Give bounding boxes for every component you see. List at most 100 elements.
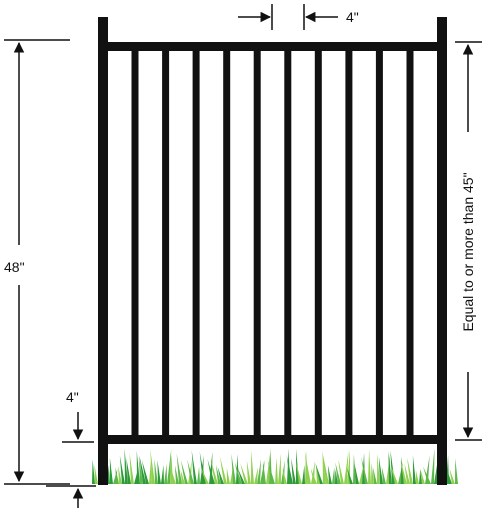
picket xyxy=(223,51,231,435)
left-post xyxy=(98,17,108,485)
ground-clearance-label: 4" xyxy=(66,389,79,405)
grass-blade xyxy=(291,458,296,484)
grass-blade xyxy=(412,455,416,484)
grass-blade xyxy=(390,464,398,484)
picket-spacing-dimension xyxy=(238,4,338,30)
grass-blade xyxy=(327,465,332,484)
grass-blade xyxy=(431,448,435,484)
grass-blade xyxy=(419,469,422,484)
grass-blade xyxy=(191,450,197,484)
grass-blade xyxy=(149,460,152,484)
ground-clearance-dimension xyxy=(46,412,96,508)
grass-blade xyxy=(257,459,262,484)
grass-blade xyxy=(217,466,224,484)
pickets xyxy=(131,51,414,435)
grass-blade xyxy=(129,452,134,484)
grass-blade xyxy=(267,460,275,484)
grass-blade xyxy=(246,460,251,484)
grass-blade xyxy=(353,454,356,484)
grass-blade xyxy=(275,457,278,484)
grass-blade xyxy=(286,455,293,484)
grass-blade xyxy=(215,464,221,484)
grass-blade xyxy=(371,462,374,484)
grass-blade xyxy=(415,469,419,484)
grass-blade xyxy=(207,459,215,484)
grass-blade xyxy=(187,459,194,484)
grass-blade xyxy=(164,464,167,484)
grass-blade xyxy=(338,459,344,484)
grass-blade xyxy=(388,450,392,484)
grass-blade xyxy=(354,463,359,484)
grass-blade xyxy=(240,463,248,484)
grass-blade xyxy=(118,465,122,484)
grass-blade xyxy=(226,467,230,484)
grass-blade xyxy=(302,464,305,484)
grass-blade xyxy=(315,462,323,484)
grass-blade xyxy=(141,460,149,484)
grass-blade xyxy=(171,469,176,484)
grass-blade xyxy=(161,464,164,484)
grass-blade xyxy=(180,460,188,484)
grass-blade xyxy=(237,468,245,484)
grass-blade xyxy=(180,469,185,484)
grass-blade xyxy=(210,459,218,484)
grass-blade xyxy=(377,453,380,484)
grass-blade xyxy=(407,457,413,484)
grass-blade xyxy=(368,448,371,484)
picket xyxy=(162,51,170,435)
grass-blade xyxy=(219,456,227,484)
inner-height-dimension xyxy=(455,41,482,441)
grass-blade xyxy=(381,466,386,484)
grass-blade xyxy=(139,455,146,484)
grass-blade xyxy=(167,448,172,484)
grass-blade xyxy=(361,457,368,484)
grass-blade xyxy=(115,467,119,484)
grass-blade xyxy=(455,458,458,484)
grass-blade xyxy=(174,465,179,484)
grass-blade xyxy=(282,468,287,484)
top-rail xyxy=(98,42,447,51)
grass-blade xyxy=(176,453,182,484)
grass-blade xyxy=(94,464,98,484)
picket xyxy=(345,51,353,435)
grass-blade xyxy=(126,457,131,484)
fence-panel xyxy=(98,17,447,485)
picket xyxy=(131,51,139,435)
grass-blade xyxy=(335,469,338,484)
inner-height-label: Equal to or more than 45" xyxy=(460,172,476,331)
grass-blade xyxy=(234,462,242,484)
grass-blade xyxy=(278,453,281,484)
grass-blade xyxy=(398,462,403,484)
grass-blade xyxy=(254,467,258,484)
picket xyxy=(375,51,383,435)
picket xyxy=(314,51,322,435)
grass-blade xyxy=(423,466,431,484)
grass-blade xyxy=(230,469,233,484)
grass-blade xyxy=(92,459,95,484)
picket xyxy=(192,51,200,435)
grass-blade xyxy=(201,468,209,484)
grass-blade xyxy=(344,450,349,484)
grass-blade xyxy=(109,457,113,484)
grass-blade xyxy=(119,455,125,484)
grass-blade xyxy=(266,452,271,484)
grass-blade xyxy=(335,462,341,484)
picket-spacing-label: 4" xyxy=(346,9,359,25)
grass-blade xyxy=(157,460,161,484)
grass-blade xyxy=(154,459,158,484)
bottom-rail xyxy=(98,435,447,444)
grass-blade xyxy=(359,466,364,484)
grass-blade xyxy=(372,467,377,484)
grass-blade xyxy=(347,468,353,484)
grass-blade xyxy=(124,448,128,484)
grass-blade xyxy=(295,461,302,484)
grass-blade xyxy=(150,448,155,484)
grass-blade xyxy=(251,450,254,484)
total-height-label: 48" xyxy=(4,259,25,275)
grass-blade xyxy=(136,450,140,484)
grass-blade xyxy=(139,456,143,484)
grass-blade xyxy=(404,463,410,484)
grass-blade xyxy=(310,468,317,484)
right-post xyxy=(437,17,447,485)
grass-blade xyxy=(332,467,335,484)
